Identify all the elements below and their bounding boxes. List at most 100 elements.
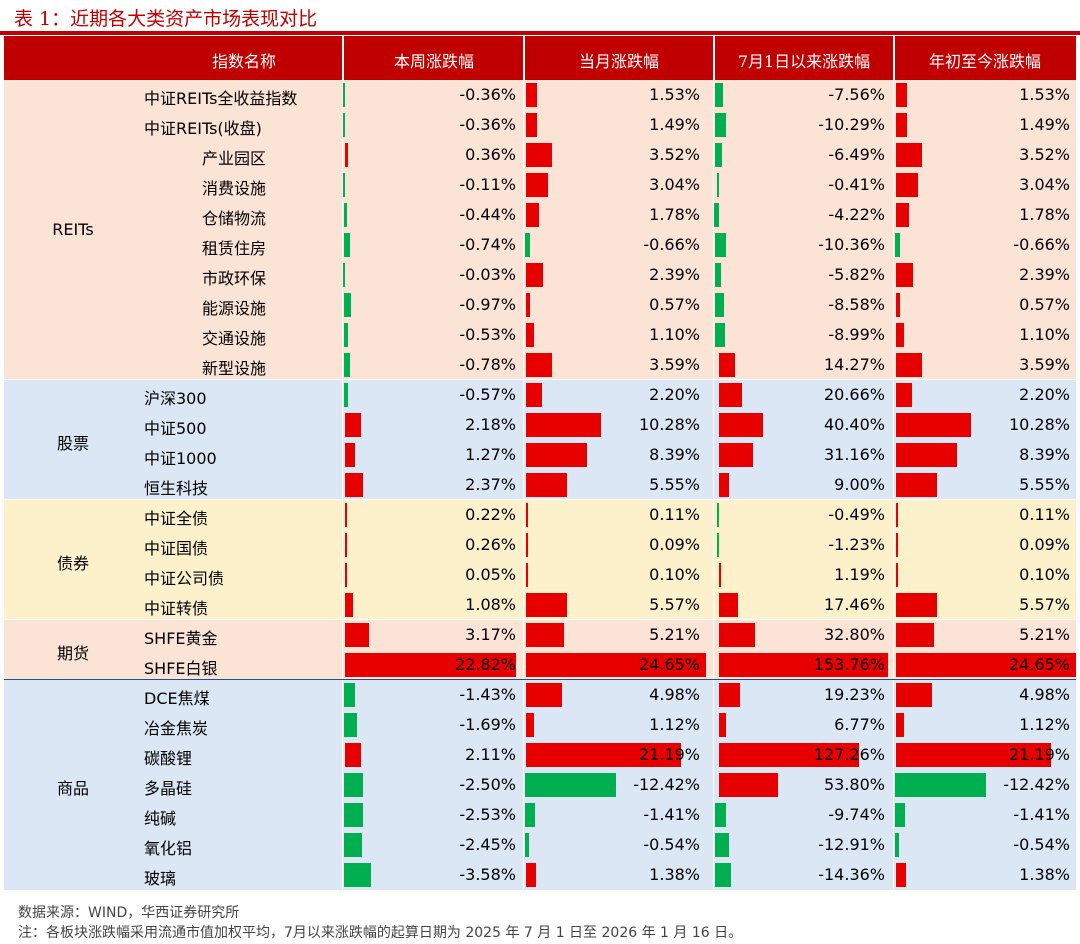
- table-row: 交通设施 -0.53% 1.10% -8.99% 1.10%: [4, 320, 1076, 350]
- change-value: -12.42%: [1003, 775, 1070, 794]
- change-value: -0.54%: [1013, 835, 1070, 854]
- positive-change-bar: [896, 713, 905, 737]
- positive-change-bar: [526, 293, 531, 317]
- negative-change-bar: [525, 803, 536, 827]
- negative-change-bar: [715, 323, 725, 347]
- column-divider: [342, 500, 343, 620]
- change-value: 5.55%: [649, 475, 700, 494]
- negative-change-bar: [715, 863, 731, 887]
- positive-change-bar: [896, 533, 898, 557]
- index-name: 碳酸锂: [144, 749, 193, 768]
- negative-change-bar: [715, 803, 726, 827]
- positive-change-bar: [719, 443, 754, 467]
- change-value: 22.82%: [454, 655, 516, 674]
- change-value: 3.59%: [1019, 355, 1070, 374]
- table-row: 中证500 2.18% 10.28% 40.40% 10.28%: [4, 410, 1076, 440]
- change-value: -1.23%: [828, 535, 885, 554]
- change-value: 3.59%: [649, 355, 700, 374]
- change-value: 1.12%: [649, 715, 700, 734]
- positive-change-bar: [719, 353, 735, 377]
- change-value: -0.44%: [459, 205, 516, 224]
- change-value: 1.53%: [1019, 85, 1070, 104]
- change-value: 1.78%: [649, 205, 700, 224]
- change-value: -0.78%: [459, 355, 516, 374]
- negative-change-bar: [895, 803, 906, 827]
- index-name: 中证500: [144, 419, 207, 438]
- index-name: 冶金焦炭: [144, 719, 209, 738]
- positive-change-bar: [719, 623, 756, 647]
- positive-change-bar: [719, 593, 739, 617]
- table-row: 市政环保 -0.03% 2.39% -5.82% 2.39%: [4, 260, 1076, 290]
- change-value: -8.58%: [828, 295, 885, 314]
- change-value: 53.80%: [823, 775, 885, 794]
- change-value: -0.66%: [1013, 235, 1070, 254]
- change-value: 21.19%: [1008, 745, 1070, 764]
- change-value: -0.53%: [459, 325, 516, 344]
- header-divider: [713, 36, 715, 80]
- change-value: 24.65%: [1008, 655, 1070, 674]
- change-value: 1.38%: [1019, 865, 1070, 884]
- group-4: 商品 DCE焦煤 -1.43% 4.98% 19.23% 4.98% 冶金焦炭 -1.69% 1…: [4, 680, 1076, 890]
- column-divider: [893, 680, 894, 890]
- change-value: 8.39%: [649, 445, 700, 464]
- change-value: -0.36%: [459, 85, 516, 104]
- column-divider: [523, 620, 524, 680]
- change-value: 0.05%: [465, 565, 516, 584]
- methodology-note: 注：各板块涨跌幅采用流通市值加权平均，7月以来涨跌幅的起算日期为 2025 年 …: [18, 925, 743, 941]
- change-value: 5.57%: [1019, 595, 1070, 614]
- change-value: -14.36%: [818, 865, 885, 884]
- negative-change-bar: [344, 323, 348, 347]
- negative-change-bar: [717, 533, 719, 557]
- negative-change-bar: [344, 713, 357, 737]
- change-value: 32.80%: [823, 625, 885, 644]
- column-divider: [893, 80, 894, 380]
- change-value: 1.49%: [1019, 115, 1070, 134]
- change-value: 2.11%: [465, 745, 516, 764]
- index-name: 产业园区: [202, 149, 267, 168]
- change-value: 1.10%: [1019, 325, 1070, 344]
- change-value: 2.20%: [1019, 385, 1070, 404]
- column-divider: [893, 620, 894, 680]
- change-value: 24.65%: [638, 655, 700, 674]
- table-row: 产业园区 0.36% 3.52% -6.49% 3.52%: [4, 140, 1076, 170]
- index-name: 中证1000: [144, 449, 217, 468]
- negative-change-bar: [525, 773, 616, 797]
- group-label: 债券: [56, 554, 89, 573]
- group-label: REITs: [52, 220, 94, 239]
- table-header: 指数名称 本周涨跌幅 当月涨跌幅 7月1日以来涨跌幅 年初至今涨跌幅: [4, 36, 1076, 80]
- change-value: 8.39%: [1019, 445, 1070, 464]
- change-value: 3.52%: [649, 145, 700, 164]
- change-value: -0.66%: [643, 235, 700, 254]
- positive-change-bar: [719, 563, 721, 587]
- positive-change-bar: [896, 413, 972, 437]
- change-value: 2.37%: [465, 475, 516, 494]
- negative-change-bar: [895, 773, 986, 797]
- change-value: -0.57%: [459, 385, 516, 404]
- index-name: 中证国债: [144, 539, 209, 558]
- column-divider: [342, 680, 343, 890]
- column-divider: [523, 500, 524, 620]
- change-value: 1.38%: [649, 865, 700, 884]
- change-value: 31.16%: [823, 445, 885, 464]
- positive-change-bar: [526, 563, 528, 587]
- column-divider: [523, 380, 524, 500]
- change-value: 6.77%: [834, 715, 885, 734]
- change-value: -12.91%: [818, 835, 885, 854]
- table-row: 多晶硅 -2.50% -12.42% 53.80% -12.42%: [4, 770, 1076, 800]
- column-divider: [713, 620, 714, 680]
- positive-change-bar: [526, 383, 543, 407]
- column-divider: [713, 500, 714, 620]
- column-divider: [523, 80, 524, 380]
- negative-change-bar: [344, 293, 352, 317]
- index-name: 中证REITs(收盘): [144, 119, 262, 138]
- negative-change-bar: [342, 83, 345, 107]
- index-name: 能源设施: [202, 299, 267, 318]
- column-divider: [713, 680, 714, 890]
- negative-change-bar: [715, 263, 722, 287]
- change-value: 0.09%: [649, 535, 700, 554]
- change-value: -12.42%: [633, 775, 700, 794]
- positive-change-bar: [526, 533, 528, 557]
- index-name: 中证REITs全收益指数: [144, 89, 298, 108]
- positive-change-bar: [896, 443, 958, 467]
- negative-change-bar: [344, 773, 363, 797]
